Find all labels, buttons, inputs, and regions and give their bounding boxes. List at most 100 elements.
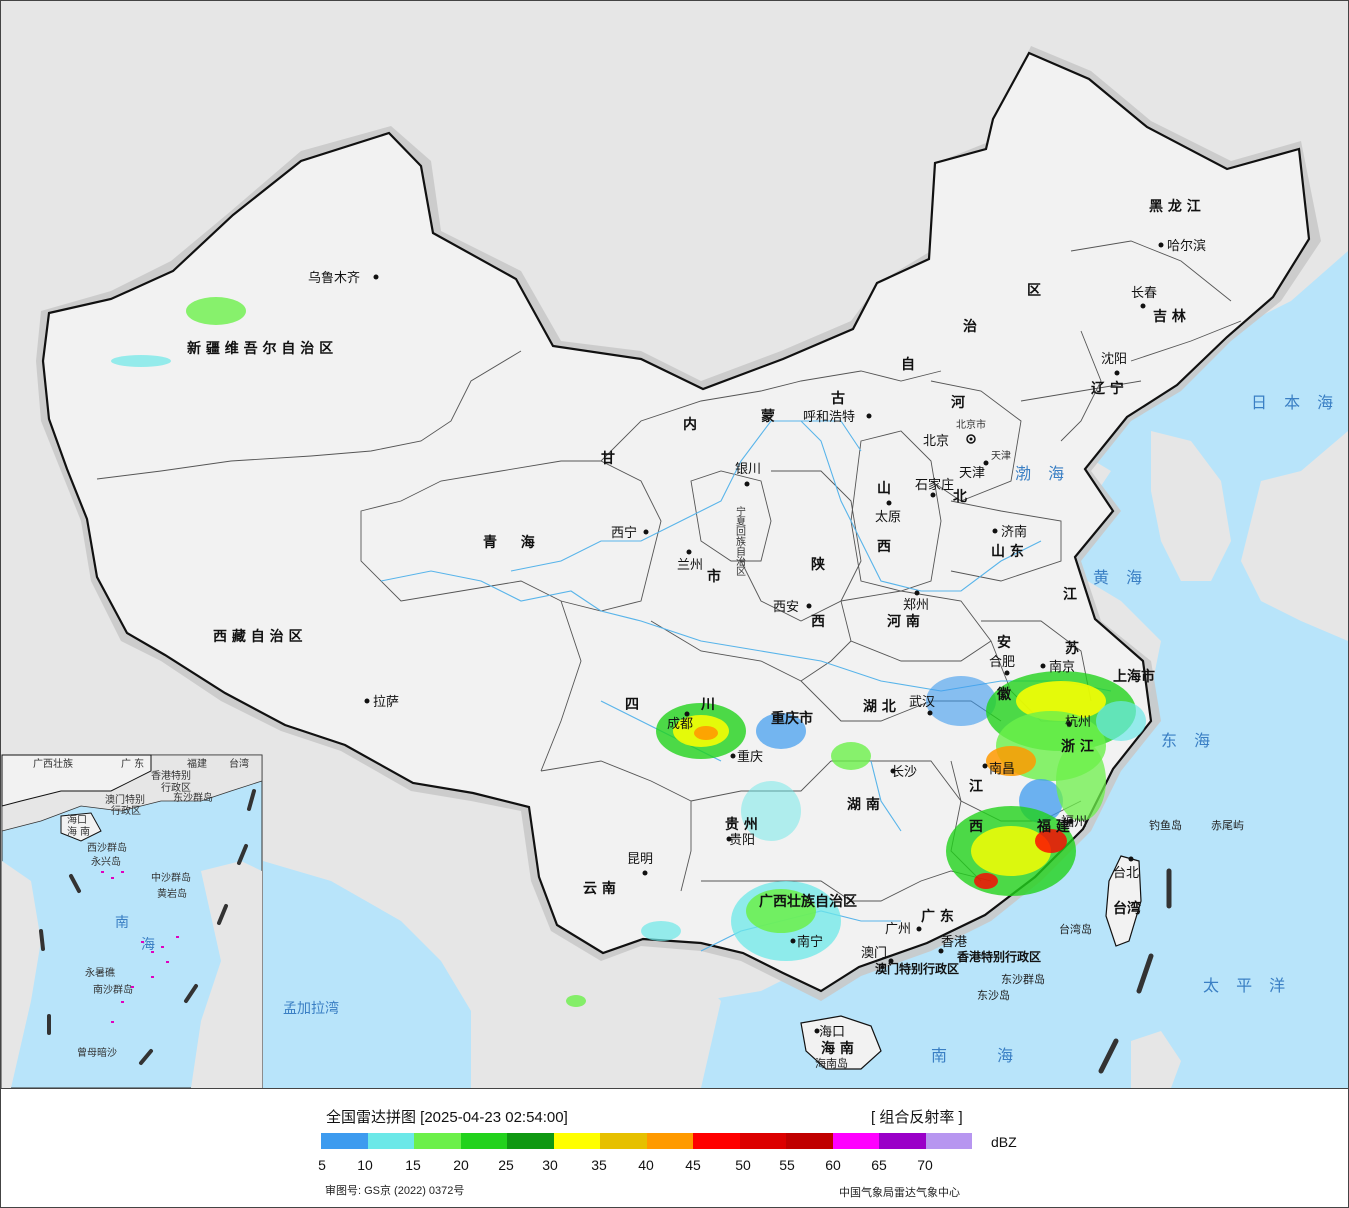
city-label: 武汉 xyxy=(909,695,935,710)
scale-tick-label: 50 xyxy=(735,1157,751,1173)
city-label: 福州 xyxy=(1061,815,1087,830)
inset-label: 黄岩岛 xyxy=(157,887,187,900)
city-label: 沈阳 xyxy=(1101,352,1127,367)
scale-tick-label: 35 xyxy=(591,1157,607,1173)
province-label: 安 xyxy=(997,634,1011,651)
inset-label: 福建 xyxy=(187,757,207,770)
province-label: 河 xyxy=(951,394,965,411)
island-label: 赤尾屿 xyxy=(1211,819,1244,832)
map-approval-number: 审图号: GS京 (2022) 0372号 xyxy=(325,1185,465,1197)
province-label: 市 xyxy=(707,568,721,585)
radar-echoes xyxy=(111,297,1146,1007)
maritime-boundary xyxy=(1098,868,1172,1074)
province-label: 湖 北 xyxy=(863,699,896,715)
city-label: 海口 xyxy=(819,1025,845,1040)
color-swatch xyxy=(600,1133,647,1149)
province-label: 北 xyxy=(953,489,967,505)
city-label: 哈尔滨 xyxy=(1167,238,1206,254)
inset-label: 东沙群岛 xyxy=(173,791,213,804)
province-borders xyxy=(96,240,1242,902)
color-swatch xyxy=(414,1133,461,1149)
color-swatch xyxy=(879,1133,926,1149)
city-label: 呼和浩特 xyxy=(803,410,855,425)
city-label: 南宁 xyxy=(797,934,823,950)
province-label: 辽 宁 xyxy=(1091,380,1124,397)
japan xyxy=(1241,431,1348,641)
special-region-label: 香港特别行政区 xyxy=(956,949,1041,964)
province-label: 苏 xyxy=(1065,640,1079,657)
city-label: 北京市 xyxy=(956,418,986,431)
province-label: 浙 江 xyxy=(1061,738,1094,755)
province-label: 西 xyxy=(969,819,983,835)
inset-label: 广 东 xyxy=(121,757,144,770)
province-label: 治 xyxy=(963,318,977,335)
color-swatch xyxy=(832,1133,879,1149)
province-label: 宁夏回族自治区 xyxy=(734,505,746,576)
scale-tick-label: 15 xyxy=(405,1157,421,1173)
city-label: 合肥 xyxy=(989,655,1015,670)
city-dots xyxy=(364,242,1164,1034)
inset-label: 中沙群岛 xyxy=(151,871,191,884)
special-region-label: 澳门特别行政区 xyxy=(875,961,959,976)
inset-labels: 广西壮族 广 东 福建 台湾 香港特别 行政区 澳门特别 行政区 东沙群岛 海口… xyxy=(33,757,249,1059)
province-labels: 新 疆 维 吾 尔 自 治 区 西 藏 自 治 区 青 海 甘 内 蒙 古 自 … xyxy=(187,198,1201,1057)
color-swatch xyxy=(646,1133,693,1149)
inset-label: 永兴岛 xyxy=(91,855,121,868)
province-label: 福 建 xyxy=(1036,818,1070,835)
inset-label: 香港特别 xyxy=(151,770,191,782)
scale-tick-label: 20 xyxy=(453,1157,469,1173)
inset-label: 行政区 xyxy=(111,804,141,817)
city-label: 北京 xyxy=(923,434,949,449)
island-labels: 钓鱼岛 赤尾屿 东沙群岛 东沙岛 海南岛 台湾岛 xyxy=(815,818,1244,1070)
city-label: 西安 xyxy=(773,600,799,615)
province-label: 甘 xyxy=(601,450,615,467)
inset-label: 台湾 xyxy=(229,757,249,770)
island-label: 东沙岛 xyxy=(977,988,1010,1002)
china-radar-map: 新 疆 维 吾 尔 自 治 区 西 藏 自 治 区 青 海 甘 内 蒙 古 自 … xyxy=(1,1,1348,1088)
color-swatch xyxy=(786,1133,833,1149)
scale-tick-label: 25 xyxy=(498,1157,514,1173)
province-label: 山 xyxy=(877,481,891,497)
color-swatch xyxy=(553,1133,600,1149)
city-label: 兰州 xyxy=(677,558,703,573)
province-label: 山 东 xyxy=(991,543,1024,560)
province-label: 区 xyxy=(1027,283,1041,299)
island-label: 东沙群岛 xyxy=(1001,972,1045,986)
sea-label: 渤 海 xyxy=(1015,464,1070,483)
inset-label: 南沙群岛 xyxy=(93,983,133,996)
philippines xyxy=(1131,1031,1181,1088)
inset-label: 海口 xyxy=(67,813,87,826)
sea-labels: 渤 海 黄 海 东 海 南 海 太 平 洋 日 本 海 孟加拉湾 xyxy=(283,393,1333,1065)
sea-label: 孟加拉湾 xyxy=(283,1000,339,1017)
sea-label: 太 平 洋 xyxy=(1203,976,1291,995)
province-label: 青 海 xyxy=(483,534,535,551)
province-label: 广 东 xyxy=(921,908,954,925)
city-label: 太原 xyxy=(875,510,901,525)
city-label: 长春 xyxy=(1131,286,1157,301)
city-label: 天津 xyxy=(959,466,985,481)
island-label: 海南岛 xyxy=(815,1056,848,1070)
province-label: 徽 xyxy=(996,686,1012,703)
city-label: 南京 xyxy=(1049,659,1075,675)
color-swatch xyxy=(739,1133,786,1149)
inset-label: 行政区 xyxy=(161,781,191,794)
scale-tick-label: 10 xyxy=(357,1157,373,1173)
city-label: 天津 xyxy=(991,450,1011,462)
province-label: 上海市 xyxy=(1113,668,1155,685)
province-label: 西 xyxy=(811,614,825,630)
inset-label: 南 xyxy=(115,915,129,931)
scale-tick-label: 45 xyxy=(685,1157,701,1173)
color-swatch xyxy=(460,1133,507,1149)
city-label: 西宁 xyxy=(611,525,637,541)
sea-label: 东 海 xyxy=(1161,731,1216,750)
city-label: 银川 xyxy=(735,462,761,477)
color-swatch xyxy=(367,1133,414,1149)
province-label: 河 南 xyxy=(887,613,920,630)
province-label: 贵 州 xyxy=(725,816,758,833)
korea xyxy=(1151,431,1231,581)
province-label: 自 xyxy=(901,356,915,373)
city-label: 拉萨 xyxy=(373,695,399,710)
legend-product: [ 组合反射率 ] xyxy=(871,1109,963,1126)
scale-tick-label: 70 xyxy=(917,1157,933,1173)
